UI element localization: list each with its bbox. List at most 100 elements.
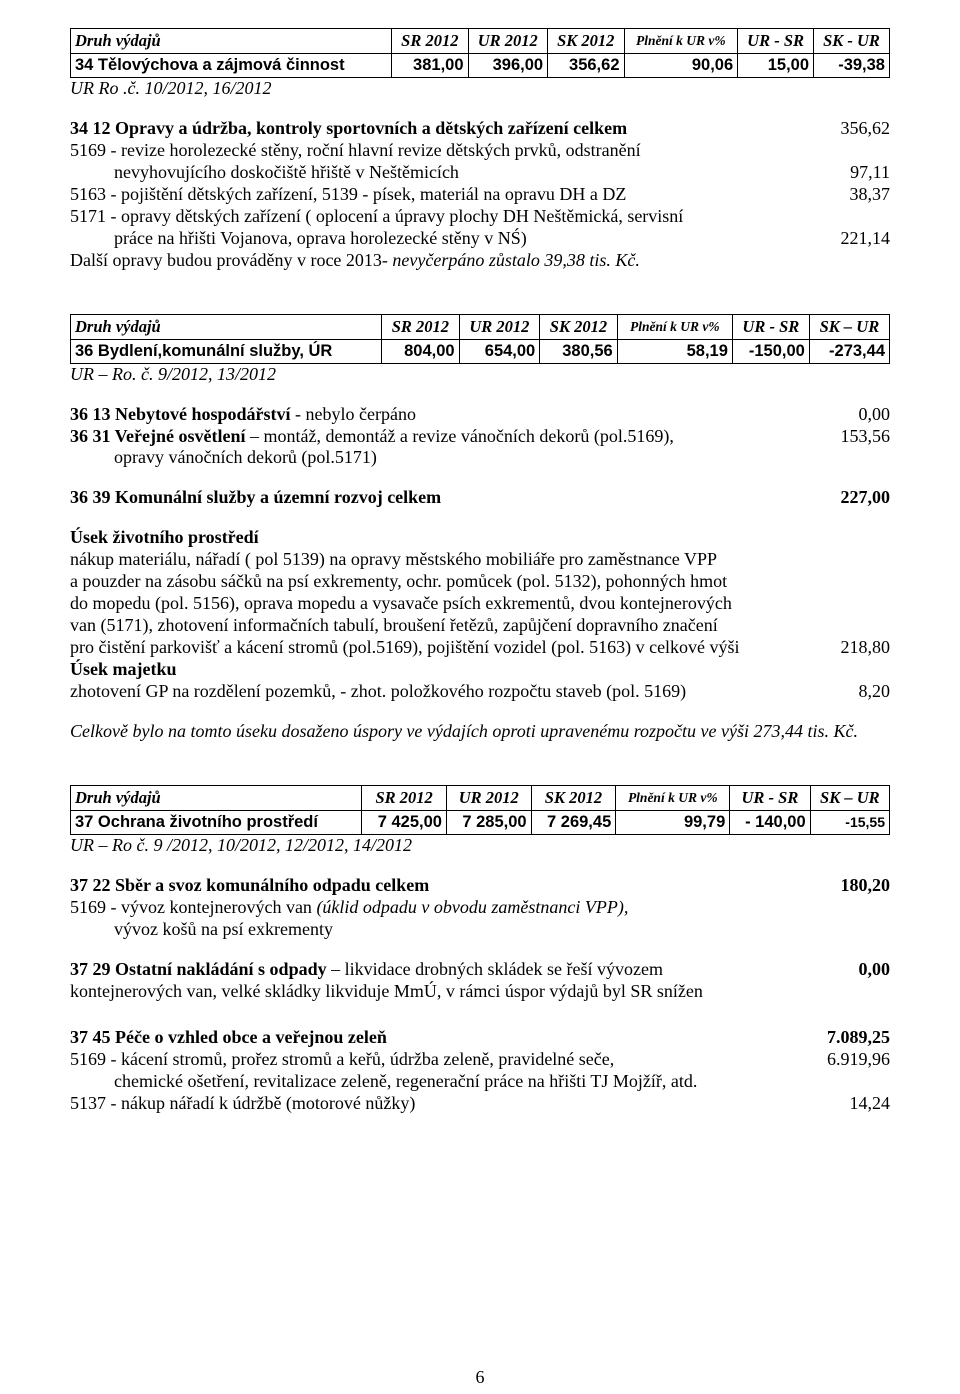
- cell-label: 37 Ochrana životního prostředí: [71, 810, 362, 834]
- line: chemické ošetření, revitalizace zeleně, …: [70, 1071, 890, 1093]
- usek-majetku: Úsek majetku: [70, 659, 890, 681]
- line-text: nevyhovujícího doskočiště hřiště v Neště…: [70, 162, 830, 184]
- col-plneni: Plnění k UR v%: [617, 314, 732, 339]
- col-ursr: UR - SR: [732, 314, 809, 339]
- line-amount: 6.919,96: [807, 1049, 890, 1071]
- heading-3729: 37 29 Ostatní nakládání s odpady – likvi…: [70, 959, 890, 981]
- line: 5169 - vývoz kontejnerových van (úklid o…: [70, 897, 890, 919]
- line-text: 5169 - kácení stromů, prořez stromů a ke…: [70, 1049, 807, 1071]
- line-text: 5163 - pojištění dětských zařízení, 5139…: [70, 184, 830, 206]
- heading-amount: 227,00: [821, 487, 891, 509]
- cell-num: 7 285,00: [446, 810, 531, 834]
- line-bold: 36 31 Veřejné osvětlení: [70, 426, 245, 446]
- heading-text: 34 12 Opravy a údržba, kontroly sportovn…: [70, 118, 821, 140]
- line-text: práce na hřišti Vojanova, oprava horolez…: [70, 228, 821, 250]
- heading-text: 36 39 Komunální služby a územní rozvoj c…: [70, 487, 821, 509]
- line-text: zhotovení GP na rozdělení pozemků, - zho…: [70, 681, 839, 703]
- heading-3722: 37 22 Sběr a svoz komunálního odpadu cel…: [70, 875, 890, 897]
- page: Druh výdajů SR 2012 UR 2012 SK 2012 Plně…: [0, 0, 960, 1394]
- col-skur: SK – UR: [810, 785, 889, 810]
- cell-num: 90,06: [624, 54, 738, 78]
- heading-amount: 356,62: [821, 118, 891, 140]
- cell-num: -15,55: [810, 810, 889, 834]
- line-rest: – montáž, demontáž a revize vánočních de…: [245, 426, 673, 446]
- col-sk: SK 2012: [548, 29, 624, 54]
- line-rest: – likvidace drobných skládek se řeší výv…: [327, 959, 663, 979]
- table-36: Druh výdajů SR 2012 UR 2012 SK 2012 Plně…: [70, 314, 890, 364]
- col-ur: UR 2012: [459, 314, 540, 339]
- cell-num: 15,00: [738, 54, 814, 78]
- line-text: 5137 - nákup nářadí k údržbě (motorové n…: [70, 1093, 830, 1115]
- line: zhotovení GP na rozdělení pozemků, - zho…: [70, 681, 890, 703]
- line: a pouzder na zásobu sáčků na psí exkreme…: [70, 571, 890, 593]
- cell-num: 58,19: [617, 339, 732, 363]
- cell-num: 654,00: [459, 339, 540, 363]
- line-rest: - nebylo čerpáno: [291, 404, 416, 424]
- line-amount: 14,24: [830, 1093, 891, 1115]
- line-text: 36 31 Veřejné osvětlení – montáž, demont…: [70, 426, 821, 448]
- line-text: 37 29 Ostatní nakládání s odpady – likvi…: [70, 959, 839, 981]
- line-text: 36 13 Nebytové hospodářství - nebylo čer…: [70, 404, 839, 426]
- cell-num: 381,00: [392, 54, 468, 78]
- heading-3745: 37 45 Péče o vzhled obce a veřejnou zele…: [70, 1027, 890, 1049]
- cell-num: -150,00: [732, 339, 809, 363]
- cell-num: 7 269,45: [531, 810, 616, 834]
- line: 5163 - pojištění dětských zařízení, 5139…: [70, 184, 890, 206]
- col-ursr: UR - SR: [738, 29, 814, 54]
- ur-ref-3: UR – Ro č. 9 /2012, 10/2012, 12/2012, 14…: [70, 835, 890, 857]
- line-text: 5169 - vývoz kontejnerových van: [70, 897, 316, 917]
- line-amount: 153,56: [821, 426, 891, 448]
- line: 5169 - revize horolezecké stěny, roční h…: [70, 140, 890, 162]
- line: 5171 - opravy dětských zařízení ( oploce…: [70, 206, 890, 228]
- cell-num: -273,44: [809, 339, 889, 363]
- table-header-row: Druh výdajů SR 2012 UR 2012 SK 2012 Plně…: [71, 29, 890, 54]
- col-ursr: UR - SR: [730, 785, 810, 810]
- table-row: 36 Bydlení,komunální služby, ÚR 804,00 6…: [71, 339, 890, 363]
- line-text: Další opravy budou prováděny v roce 2013…: [70, 250, 392, 270]
- col-druh: Druh výdajů: [71, 314, 382, 339]
- line-bold: 36 13 Nebytové hospodářství: [70, 404, 291, 424]
- col-sr: SR 2012: [382, 314, 459, 339]
- line-amount: 38,37: [830, 184, 891, 206]
- cell-num: -39,38: [814, 54, 890, 78]
- cell-label: 34 Tělovýchova a zájmová činnost: [71, 54, 392, 78]
- heading-amount: 7.089,25: [807, 1027, 890, 1049]
- col-plneni: Plnění k UR v%: [624, 29, 738, 54]
- table-row: 34 Tělovýchova a zájmová činnost 381,00 …: [71, 54, 890, 78]
- line: kontejnerových van, velké skládky likvid…: [70, 981, 890, 1003]
- ur-ref-1: UR Ro .č. 10/2012, 16/2012: [70, 78, 890, 100]
- line: opravy vánočních dekorů (pol.5171): [70, 447, 890, 469]
- line-amount: 0,00: [839, 959, 891, 981]
- line-amount: 221,14: [821, 228, 891, 250]
- table-34: Druh výdajů SR 2012 UR 2012 SK 2012 Plně…: [70, 28, 890, 78]
- line: práce na hřišti Vojanova, oprava horolez…: [70, 228, 890, 250]
- heading-amount: 180,20: [821, 875, 891, 897]
- col-sk: SK 2012: [531, 785, 616, 810]
- line-text-italic: (úklid odpadu v obvodu zaměstnanci VPP),: [316, 897, 628, 917]
- col-sr: SR 2012: [362, 785, 447, 810]
- col-skur: SK – UR: [809, 314, 889, 339]
- line: van (5171), zhotovení informačních tabul…: [70, 615, 890, 637]
- line: do mopedu (pol. 5156), oprava mopedu a v…: [70, 593, 890, 615]
- line-text: pro čistění parkovišť a kácení stromů (p…: [70, 637, 821, 659]
- summary-36: Celkově bylo na tomto úseku dosaženo úsp…: [70, 721, 890, 743]
- table-row: 37 Ochrana životního prostředí 7 425,00 …: [71, 810, 890, 834]
- heading-text: 37 22 Sběr a svoz komunálního odpadu cel…: [70, 875, 821, 897]
- heading-text: 37 45 Péče o vzhled obce a veřejnou zele…: [70, 1027, 807, 1049]
- line: vývoz košů na psí exkrementy: [70, 919, 890, 941]
- cell-num: 380,56: [540, 339, 617, 363]
- col-sr: SR 2012: [392, 29, 468, 54]
- cell-num: 7 425,00: [362, 810, 447, 834]
- cell-num: 396,00: [468, 54, 548, 78]
- line: nevyhovujícího doskočiště hřiště v Neště…: [70, 162, 890, 184]
- cell-num: 99,79: [616, 810, 730, 834]
- usek-zp: Úsek životního prostředí: [70, 527, 890, 549]
- cell-num: 356,62: [548, 54, 624, 78]
- line-text-italic: nevyčerpáno zůstalo 39,38 tis. Kč.: [392, 250, 639, 270]
- col-skur: SK - UR: [814, 29, 890, 54]
- line: pro čistění parkovišť a kácení stromů (p…: [70, 637, 890, 659]
- cell-label: 36 Bydlení,komunální služby, ÚR: [71, 339, 382, 363]
- col-ur: UR 2012: [446, 785, 531, 810]
- col-sk: SK 2012: [540, 314, 617, 339]
- line-amount: 0,00: [839, 404, 891, 426]
